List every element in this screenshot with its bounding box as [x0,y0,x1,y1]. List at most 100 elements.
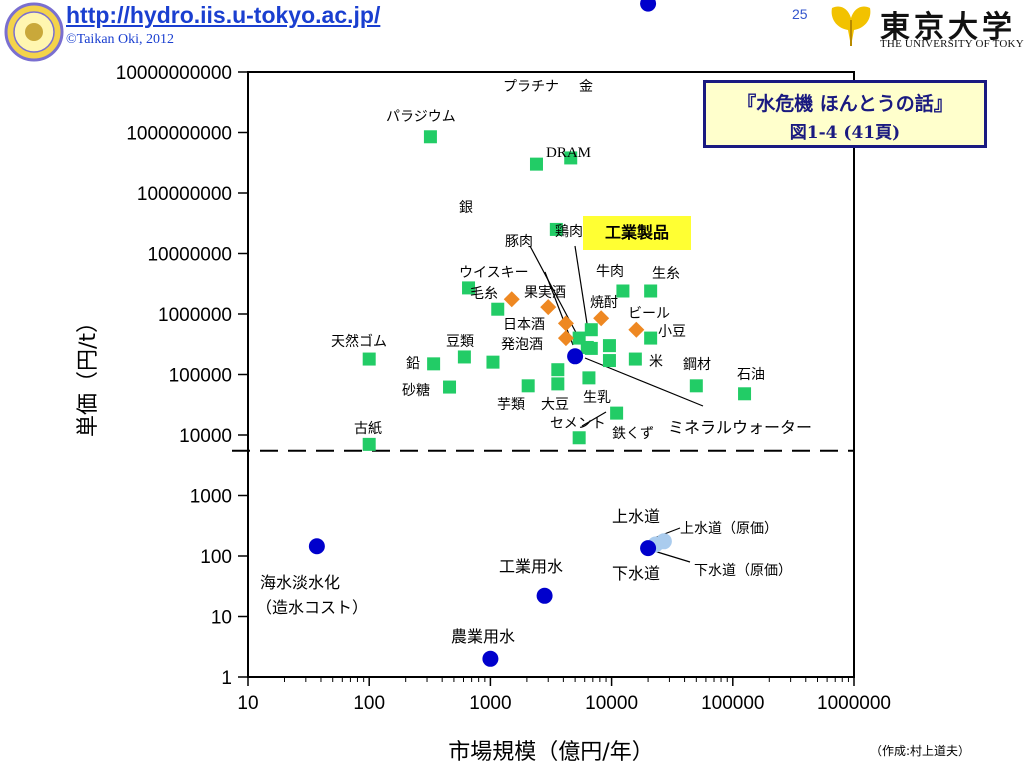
leader-sewage-cost [653,550,691,563]
data-point [738,387,752,401]
book-reference-box: 『水危機 ほんとうの話』 図1-4 (41頁) [703,80,987,148]
label-oil: 石油 [737,367,765,383]
y-tick-label: 100000000 [137,184,232,205]
industrial-products-label: 工業製品 [583,216,691,250]
data-point [423,130,437,144]
y-tick-label: 10000000 [147,245,232,266]
y-tick-label: 1000000000 [126,124,232,145]
label-soybean: 大豆 [541,397,569,413]
label-scrap-iron: 鉄くず [612,426,654,442]
ginkgo-leaf-icon [831,6,871,46]
data-point [640,0,657,12]
x-tick-label: 10000 [585,693,638,714]
slide-number: 25 [792,6,808,22]
y-tick-label: 1000 [190,487,232,508]
data-point [551,363,565,377]
label-sewage-cost: 下水道（原価） [694,563,792,579]
data-point [486,355,500,369]
y-tick-label: 1000000 [158,305,232,326]
x-tick-label: 100 [353,693,385,714]
y-axis-label: 単価（円/t） [76,311,101,437]
x-tick-label: 1000000 [817,693,891,714]
data-point [640,540,657,557]
label-industrial-water: 工業用水 [499,557,563,576]
data-point [482,650,499,667]
y-tick-label: 10000 [179,426,232,447]
label-raw-milk: 生乳 [583,390,611,406]
label-chicken: 鶏肉 [555,224,583,240]
label-rice: 米 [649,354,663,370]
university-name-en: THE UNIVERSITY OF TOKYO [880,38,1024,50]
label-cement: セメント [550,416,606,432]
data-point [593,310,610,327]
data-point [567,348,584,365]
label-natural-rubber: 天然ゴム [331,333,387,350]
data-point [521,379,535,393]
data-point [503,291,520,308]
data-point [551,377,565,391]
site-url-link[interactable]: http://hydro.iis.u-tokyo.ac.jp/ [66,2,381,28]
y-tick-label: 1 [221,668,232,689]
data-point [584,323,598,337]
data-point [557,330,574,347]
data-point [644,284,658,298]
label-sugar: 砂糖 [402,383,430,399]
label-dram: DRAM [546,145,591,161]
data-point [557,315,574,332]
label-palladium: パラジウム [386,109,456,125]
label-platinum: プラチナ [503,79,559,95]
label-water-supply-cost: 上水道（原価） [680,521,778,537]
leader-pork [529,245,582,343]
data-point [362,352,376,366]
y-tick-label: 10 [211,608,232,629]
label-sewage: 下水道 [612,564,660,583]
data-point [540,299,557,316]
data-point [572,431,586,445]
data-point [628,352,642,366]
label-shochu: 焼酎 [590,295,618,311]
data-point [582,371,596,385]
label-gold: 金 [579,79,593,95]
data-point [529,157,543,171]
x-tick-label: 10 [237,693,258,714]
label-wool-yarn: 毛糸 [470,286,498,302]
data-point [610,406,624,420]
label-beer: ビール [628,306,670,322]
data-point [689,379,703,393]
label-pork: 豚肉 [505,234,533,250]
data-point [644,331,658,345]
label-happoshu: 発泡酒 [501,337,543,353]
copyright-text: ©Taikan Oki, 2012 [66,32,175,47]
y-tick-label: 100000 [169,366,232,387]
label-fruit-wine: 果実酒 [524,285,566,301]
x-axis-label: 市場規模（億円/年） [448,740,653,765]
label-beef: 牛肉 [596,264,624,280]
data-point [536,587,553,604]
label-desalination-cost: （造水コスト） [256,598,368,617]
data-point [549,222,563,236]
label-steel: 鋼材 [683,357,711,373]
label-sake: 日本酒 [503,317,545,333]
label-potatoes: 芋類 [497,397,525,413]
data-point [443,380,457,394]
y-tick-label: 10000000000 [116,63,232,84]
label-mineral-water: ミネラルウォーター [668,418,812,437]
label-raw-silk: 生糸 [652,266,680,282]
book-figure-page: 図1-4 (41頁) [789,123,901,143]
data-point [584,341,598,355]
x-tick-label: 100000 [701,693,764,714]
book-title: 『水危機 ほんとうの話』 [737,93,953,115]
data-point [491,302,505,316]
label-lead: 鉛 [406,356,420,372]
institute-seal-logo [4,2,64,62]
data-point [427,357,441,371]
label-desalination: 海水淡水化 [260,573,340,592]
data-point [362,437,376,451]
university-name-jp: 東京大学 [880,10,1016,45]
data-point [602,354,616,368]
data-point [462,281,476,295]
leader-cement [581,411,607,427]
label-beans: 豆類 [446,334,474,350]
y-tick-label: 100 [200,547,232,568]
